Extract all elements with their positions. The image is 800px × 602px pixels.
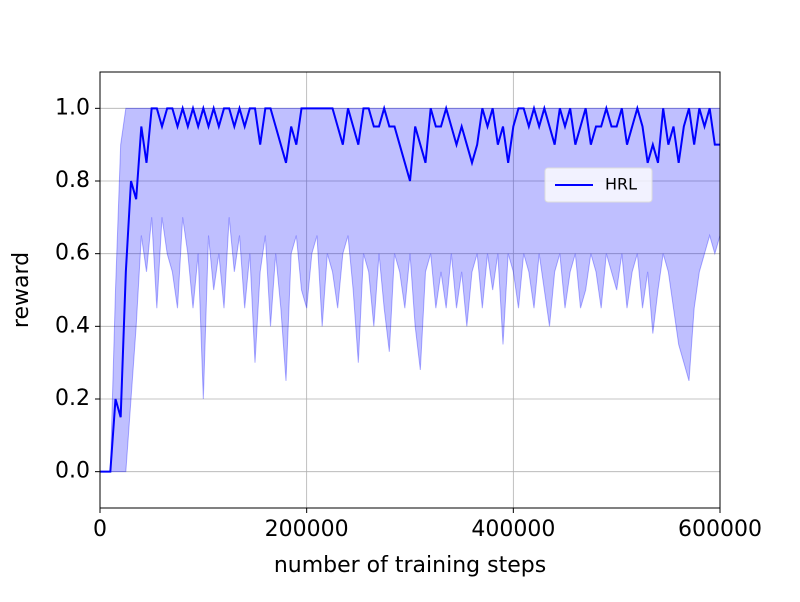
plot-frame [99,71,721,509]
y-axis-label: reward [9,252,34,328]
legend-box [544,167,653,203]
y-tick-label: 0.6 [55,241,90,266]
x-tick-label: 0 [93,517,107,542]
x-tick-label: 400000 [471,517,555,542]
x-axis-label: number of training steps [274,553,546,578]
x-tick-label: 200000 [265,517,349,542]
y-tick-label: 0.8 [55,168,90,193]
legend-label: HRL [605,175,637,194]
x-tick-label: 600000 [678,517,762,542]
y-tick-label: 0.4 [55,313,90,338]
y-tick-label: 0.2 [55,386,90,411]
line [100,104,720,473]
y-tick-label: 1.0 [55,95,90,120]
y-tick-label: 0.0 [55,459,90,484]
